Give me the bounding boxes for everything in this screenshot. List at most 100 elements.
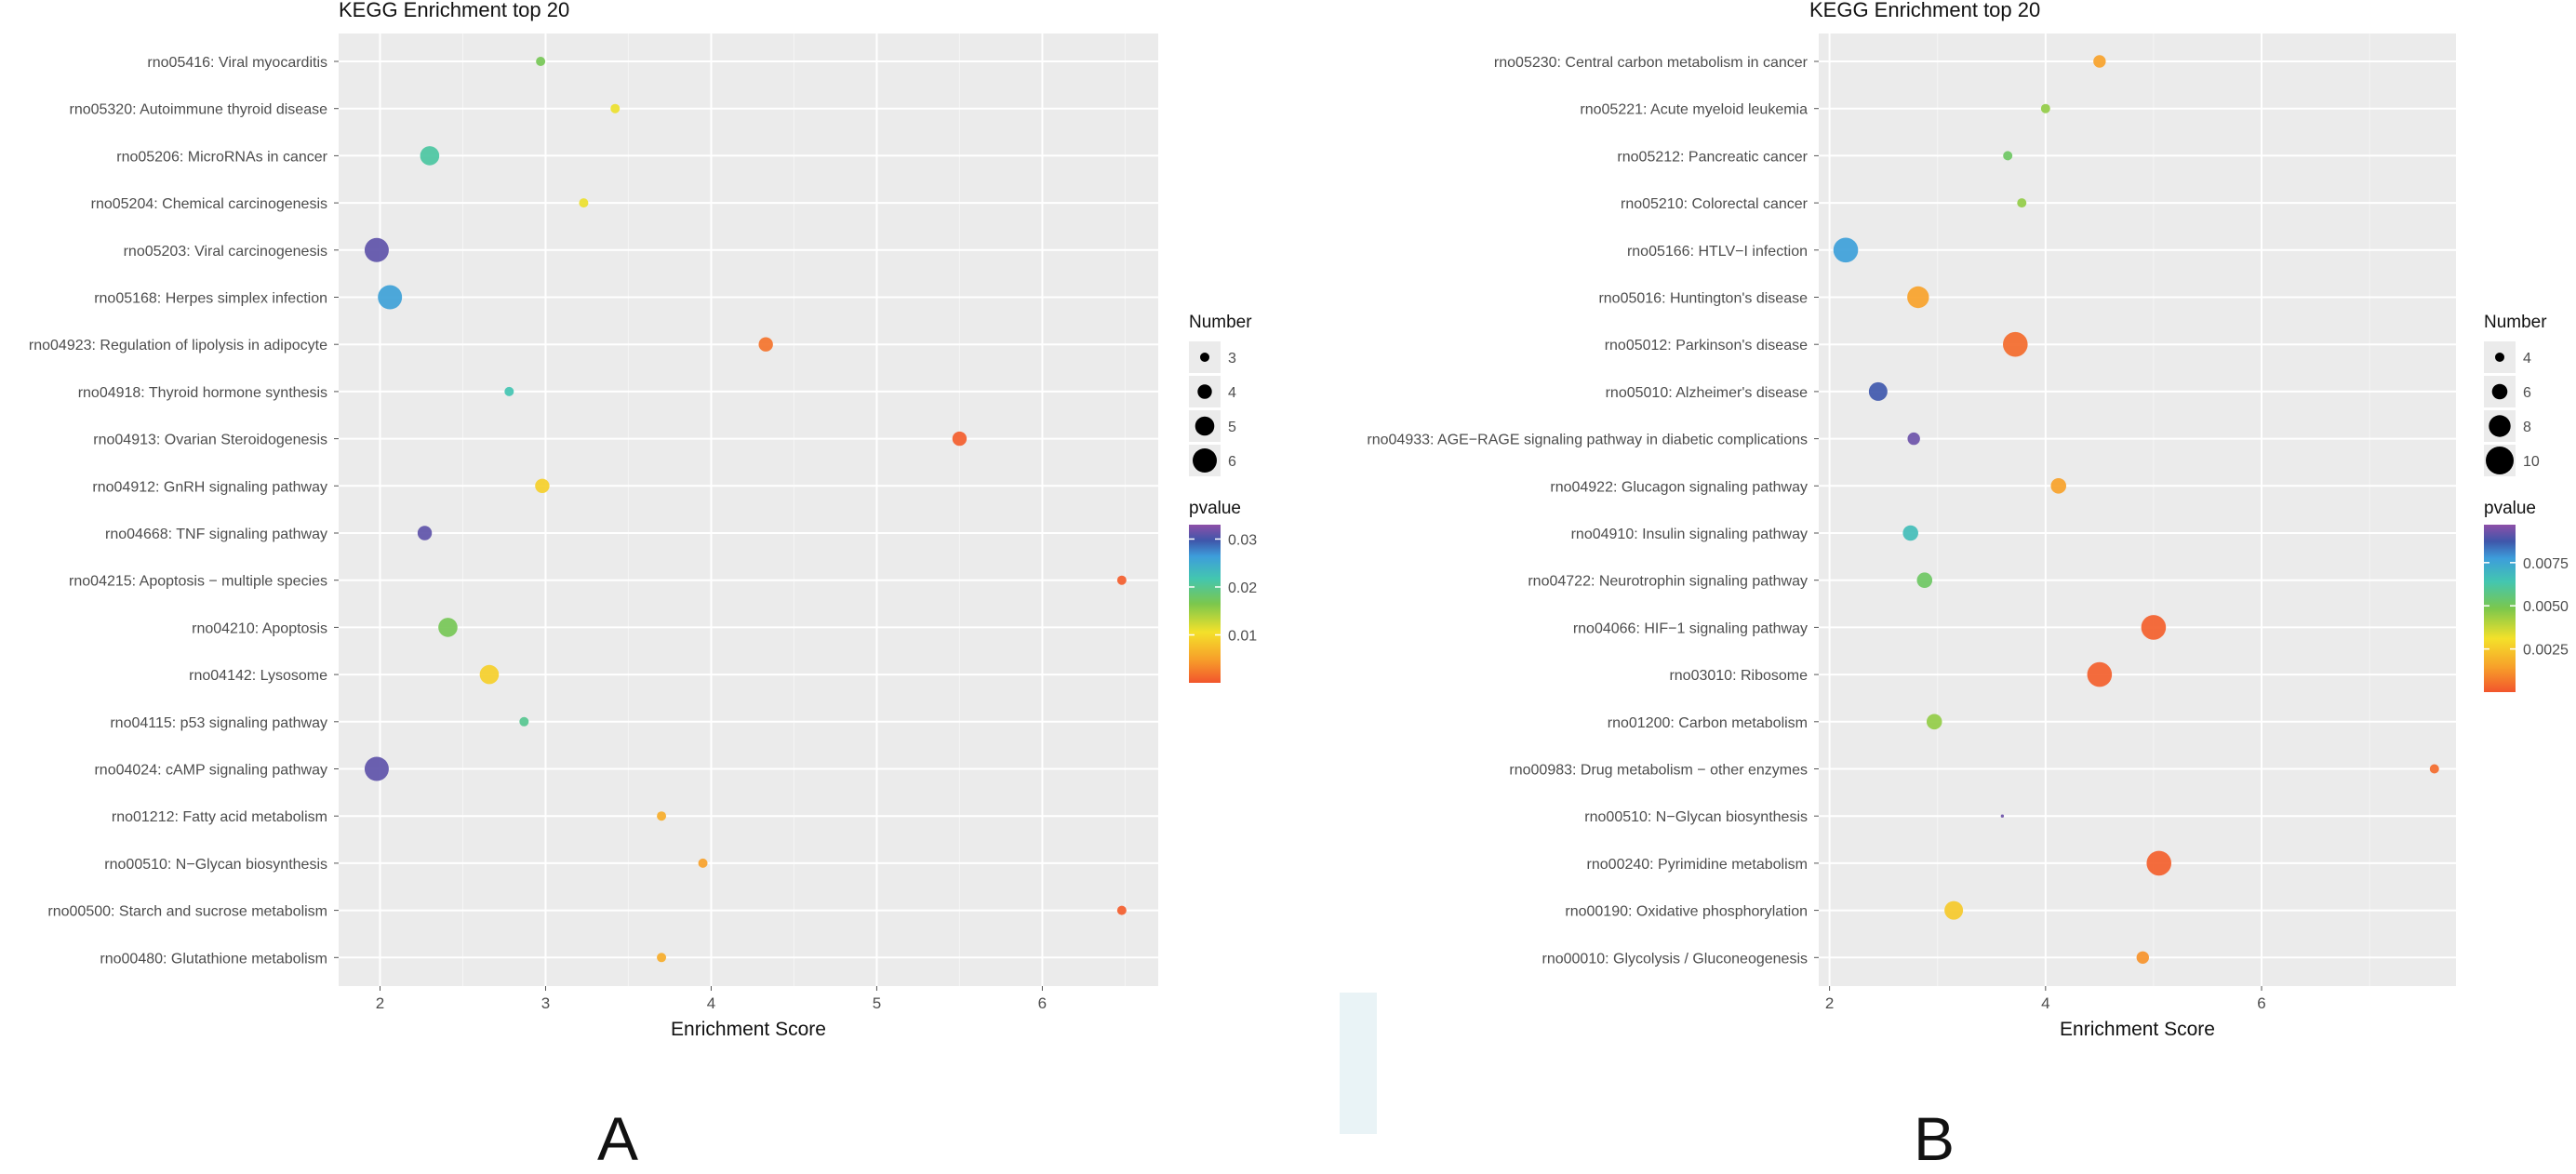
data-point (535, 478, 550, 493)
color-legend-title: pvalue (2484, 499, 2536, 518)
y-tick-label: rno05320: Autoimmune thyroid disease (69, 102, 327, 118)
y-tick-label: rno04115: p53 signaling pathway (110, 715, 327, 731)
data-point (417, 526, 433, 540)
x-axis-label: Enrichment Score (2060, 1019, 2215, 1040)
x-axis-label: Enrichment Score (671, 1019, 826, 1040)
chart-title: KEGG Enrichment top 20 (1809, 0, 2040, 21)
data-point (2040, 103, 2050, 113)
data-point (657, 953, 667, 963)
y-tick-label: rno01212: Fatty acid metabolism (112, 809, 327, 825)
data-point (1116, 905, 1127, 915)
y-tick-label: rno00510: N−Glycan biosynthesis (1584, 809, 1808, 825)
y-tick-label: rno03010: Ribosome (1669, 668, 1808, 684)
y-tick-label: rno00500: Starch and sucrose metabolism (47, 904, 327, 920)
y-tick-label: rno04923: Regulation of lipolysis in adi… (29, 338, 327, 354)
x-tick-label: 2 (1825, 994, 1834, 1012)
plot-background (1819, 33, 2456, 986)
data-point (1944, 901, 1964, 920)
size-legend-label: 5 (1228, 420, 1236, 435)
data-point (536, 57, 546, 66)
size-legend-label: 10 (2523, 454, 2540, 470)
y-tick-label: rno05168: Herpes simplex infection (94, 291, 327, 307)
data-point (1833, 237, 1859, 263)
size-legend-dot (2491, 383, 2508, 400)
data-point (378, 285, 403, 310)
y-tick-label: rno00510: N−Glycan biosynthesis (104, 857, 327, 873)
data-point (2429, 764, 2439, 774)
y-tick-label: rno05210: Colorectal cancer (1621, 196, 1809, 212)
data-point (2146, 850, 2172, 876)
y-tick-label: rno05203: Viral carcinogenesis (124, 244, 327, 260)
size-legend-label: 3 (1228, 351, 1236, 367)
data-point (519, 716, 529, 727)
data-point (657, 811, 667, 821)
color-legend-label: 0.02 (1228, 580, 1257, 596)
data-point (610, 103, 621, 113)
size-legend-label: 6 (2523, 385, 2531, 401)
y-tick-label: rno05212: Pancreatic cancer (1617, 149, 1808, 165)
panel-label-b: B (1914, 1104, 1955, 1173)
data-point (1902, 525, 1918, 541)
data-point (952, 431, 968, 447)
y-tick-label: rno01200: Carbon metabolism (1608, 715, 1808, 731)
data-point (2003, 151, 2013, 161)
data-point (420, 146, 440, 166)
data-point (1916, 572, 1933, 588)
y-tick-label: rno05221: Acute myeloid leukemia (1580, 102, 1808, 118)
y-tick-label: rno04922: Glucagon signaling pathway (1550, 479, 1808, 495)
size-legend-dot (1197, 384, 1212, 399)
y-tick-label: rno05416: Viral myocarditis (147, 55, 327, 71)
data-point (504, 386, 514, 396)
data-point (364, 756, 389, 781)
chart-title: KEGG Enrichment top 20 (339, 0, 569, 21)
x-tick-label: 4 (2041, 994, 2049, 1012)
y-tick-label: rno04142: Lysosome (189, 668, 327, 684)
color-legend-label: 0.0075 (2523, 556, 2569, 572)
x-tick-label: 5 (873, 994, 881, 1012)
data-point (438, 618, 458, 637)
data-point (758, 337, 773, 352)
data-point (479, 664, 500, 685)
size-legend-dot (2486, 447, 2514, 474)
data-point (698, 858, 708, 868)
y-tick-label: rno00983: Drug metabolism − other enzyme… (1509, 763, 1808, 779)
y-tick-label: rno04910: Insulin signaling pathway (1571, 527, 1808, 542)
data-point (1926, 714, 1942, 730)
y-tick-label: rno00190: Oxidative phosphorylation (1565, 904, 1808, 920)
chart-panel-a: KEGG Enrichment top 20 2 3 4 5 6 rno05416: Vir… (29, 0, 1257, 1040)
size-legend-dot (1200, 353, 1209, 362)
size-legend-label: 4 (1228, 385, 1236, 401)
data-point (2141, 615, 2167, 640)
x-tick-label: 6 (2257, 994, 2265, 1012)
data-point (2017, 198, 2027, 208)
y-tick-label: rno04210: Apoptosis (192, 620, 327, 636)
data-point (2003, 331, 2028, 357)
size-legend-label: 8 (2523, 420, 2531, 435)
data-point (1116, 575, 1127, 585)
x-tick-label: 3 (541, 994, 550, 1012)
color-legend-label: 0.0050 (2523, 599, 2569, 615)
y-tick-label: rno04913: Ovarian Steroidogenesis (93, 433, 327, 448)
size-legend-dot (1193, 448, 1217, 473)
data-point (2087, 661, 2113, 687)
y-tick-label: rno05204: Chemical carcinogenesis (91, 196, 327, 212)
y-tick-label: rno04933: AGE−RAGE signaling pathway in … (1367, 433, 1808, 448)
chart-panel-b: KEGG Enrichment top 20 2 4 6 rno05230: Centr… (1367, 0, 2569, 1040)
y-tick-label: rno05010: Alzheimer's disease (1606, 385, 1809, 401)
panel-label-a: A (597, 1104, 639, 1173)
size-legend-label: 4 (2523, 351, 2531, 367)
color-legend-label: 0.01 (1228, 628, 1257, 644)
divider-bar (1340, 993, 1377, 1134)
y-tick-label: rno05206: MicroRNAs in cancer (116, 149, 327, 165)
size-legend-dot (2495, 353, 2504, 362)
size-legend-dot (2489, 415, 2511, 437)
color-legend-title: pvalue (1189, 499, 1241, 518)
data-point (1907, 432, 1920, 446)
data-point (2050, 478, 2067, 494)
y-tick-label: rno05012: Parkinson's disease (1605, 338, 1808, 354)
size-legend-title: Number (2484, 313, 2547, 332)
y-tick-label: rno05016: Huntington's disease (1598, 291, 1808, 307)
y-tick-label: rno00010: Glycolysis / Gluconeogenesis (1542, 951, 1809, 967)
data-point (1868, 381, 1888, 401)
